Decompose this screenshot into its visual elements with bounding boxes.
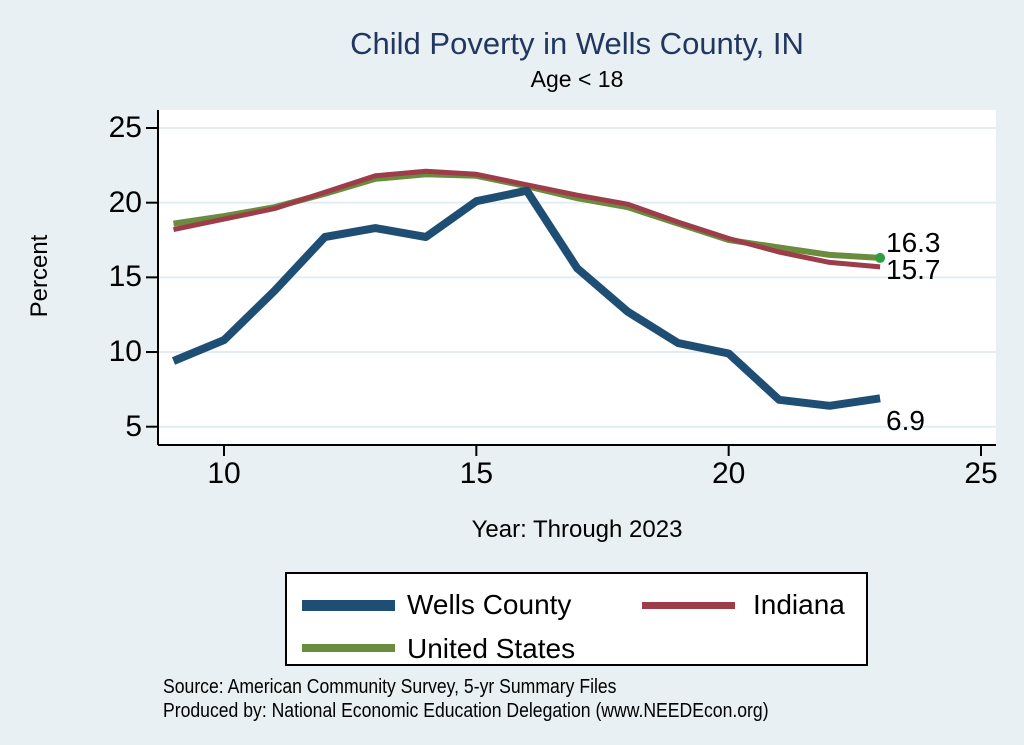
end-value-label-indiana: 15.7 bbox=[886, 254, 941, 285]
legend-label-indiana: Indiana bbox=[753, 589, 845, 620]
legend-swatch-indiana bbox=[642, 602, 735, 609]
x-tick-label: 10 bbox=[207, 457, 241, 490]
legend-swatch-wells-county bbox=[302, 600, 395, 611]
chart-title: Child Poverty in Wells County, IN bbox=[350, 26, 804, 61]
series-line-indiana bbox=[172, 168, 881, 270]
y-tick-label: 10 bbox=[108, 335, 142, 369]
x-tick-label: 15 bbox=[459, 457, 494, 490]
legend-swatch-united-states bbox=[302, 644, 395, 652]
source-note: Source: American Community Survey, 5-yr … bbox=[163, 676, 617, 698]
y-tick-label: 15 bbox=[108, 260, 142, 294]
legend-label-united-states: United States bbox=[407, 633, 576, 664]
chart-subtitle: Age < 18 bbox=[530, 66, 624, 92]
y-tick-label: 25 bbox=[108, 111, 142, 144]
x-tick-label: 25 bbox=[964, 457, 998, 490]
y-tick-label: 20 bbox=[108, 185, 142, 219]
x-tick-label: 20 bbox=[711, 457, 746, 490]
producer-note: Produced by: National Economic Education… bbox=[163, 700, 769, 722]
y-axis-title: Percent bbox=[26, 234, 53, 318]
legend: Wells County Indiana United States bbox=[285, 572, 868, 666]
x-axis-title: Year: Through 2023 bbox=[471, 516, 683, 543]
y-tick-label: 5 bbox=[125, 409, 142, 443]
legend-label-wells-county: Wells County bbox=[407, 589, 572, 620]
end-marker-dot-united-states bbox=[875, 252, 886, 263]
end-value-label-wells-county: 6.9 bbox=[886, 405, 925, 436]
end-value-label-united-states: 16.3 bbox=[886, 227, 941, 258]
series-line-wells-county bbox=[171, 186, 881, 410]
